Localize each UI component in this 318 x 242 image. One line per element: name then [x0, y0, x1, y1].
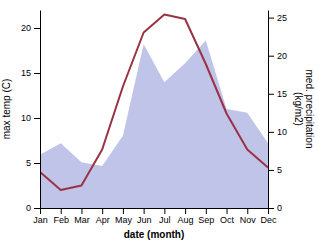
tick-label: 5	[26, 158, 31, 168]
tick-label: 5	[277, 165, 282, 175]
tick-label: Oct	[220, 215, 235, 225]
x-axis: Jan Feb Mar Apr May Jun Jul Aug Sep Oct NovDec	[33, 208, 277, 225]
tick-label: Jul	[159, 215, 171, 225]
tick: 15	[21, 68, 40, 78]
tick: 10	[21, 113, 40, 123]
tick-label: 20	[21, 23, 31, 33]
tick-label: Jun	[137, 215, 152, 225]
tick-label: 0	[277, 203, 282, 213]
tick: Jul	[159, 208, 171, 225]
tick-mark	[34, 118, 40, 119]
axis-line	[268, 11, 269, 209]
tick-mark	[268, 18, 274, 19]
tick-mark	[206, 208, 207, 214]
tick: 10	[268, 127, 287, 137]
tick-label: May	[115, 215, 133, 225]
tick-label: 20	[277, 51, 287, 61]
tick-mark	[123, 208, 124, 214]
tick-label: Feb	[53, 215, 69, 225]
tick-mark	[144, 208, 145, 214]
tick: 15	[268, 89, 287, 99]
tick: 25	[268, 13, 287, 23]
tick-mark	[268, 94, 274, 95]
tick-label: 25	[277, 13, 287, 23]
tick-label: 0	[26, 203, 31, 213]
tick-mark	[61, 208, 62, 214]
tick: 20	[21, 23, 40, 33]
tick: Jun	[137, 208, 152, 225]
tick-mark	[227, 208, 228, 214]
tick-mark	[247, 208, 248, 214]
temperature-line	[40, 15, 268, 191]
y-axis-title: max temp (C)	[1, 79, 12, 140]
tick-mark	[268, 170, 274, 171]
tick-label: 15	[277, 89, 287, 99]
tick-label: 10	[21, 113, 31, 123]
tick: Mar	[74, 208, 90, 225]
tick: 0	[268, 203, 282, 213]
tick-label: 10	[277, 127, 287, 137]
tick-label: Jan	[33, 215, 48, 225]
tick: Nov	[240, 208, 257, 225]
tick-mark	[185, 208, 186, 214]
tick: Jan	[33, 208, 48, 225]
tick-mark	[268, 56, 274, 57]
axis-line	[40, 11, 41, 209]
tick-label: 15	[21, 68, 31, 78]
tick: 5	[268, 165, 282, 175]
x-axis-title: date (month)	[124, 229, 185, 240]
tick-mark	[34, 163, 40, 164]
y2-axis-title: med. precipitation(kg/m2)	[293, 70, 315, 149]
tick-mark	[268, 132, 274, 133]
tick: Sep	[198, 208, 214, 225]
tick-mark	[34, 208, 40, 209]
tick-label: Mar	[74, 215, 90, 225]
plot: JanFebMarAprMayJunJulAugSepOctNovDec0510…	[1, 11, 315, 241]
marks	[40, 15, 268, 209]
tick-mark	[268, 208, 274, 209]
tick: Oct	[220, 208, 235, 225]
tick-mark	[34, 73, 40, 74]
y2-axis-title-line: med. precipitation	[304, 70, 315, 149]
tick-mark	[40, 208, 41, 214]
tick: 0	[26, 203, 40, 213]
tick: Aug	[178, 208, 194, 225]
tick: 20	[268, 51, 287, 61]
tick: Feb	[53, 208, 69, 225]
tick-mark	[102, 208, 103, 214]
y2-axis-title-line: (kg/m2)	[293, 92, 304, 126]
tick-label: Nov	[240, 215, 257, 225]
tick-label: Aug	[178, 215, 194, 225]
tick: 5	[26, 158, 40, 168]
y2-axis: 0 5 10 15 20 25	[268, 11, 287, 214]
tick-label: Apr	[96, 215, 110, 225]
tick-label: Sep	[198, 215, 214, 225]
tick-mark	[81, 208, 82, 214]
tick-mark	[164, 208, 165, 214]
tick: Dec	[260, 208, 277, 225]
axis-line	[41, 208, 269, 209]
tick-label: Dec	[260, 215, 277, 225]
tick: May	[115, 208, 133, 225]
chart: JanFebMarAprMayJunJulAugSepOctNovDec0510…	[0, 0, 318, 242]
y-axis: 0 5 10 15 20	[21, 11, 41, 214]
tick: Apr	[96, 208, 110, 225]
tick-mark	[34, 28, 40, 29]
